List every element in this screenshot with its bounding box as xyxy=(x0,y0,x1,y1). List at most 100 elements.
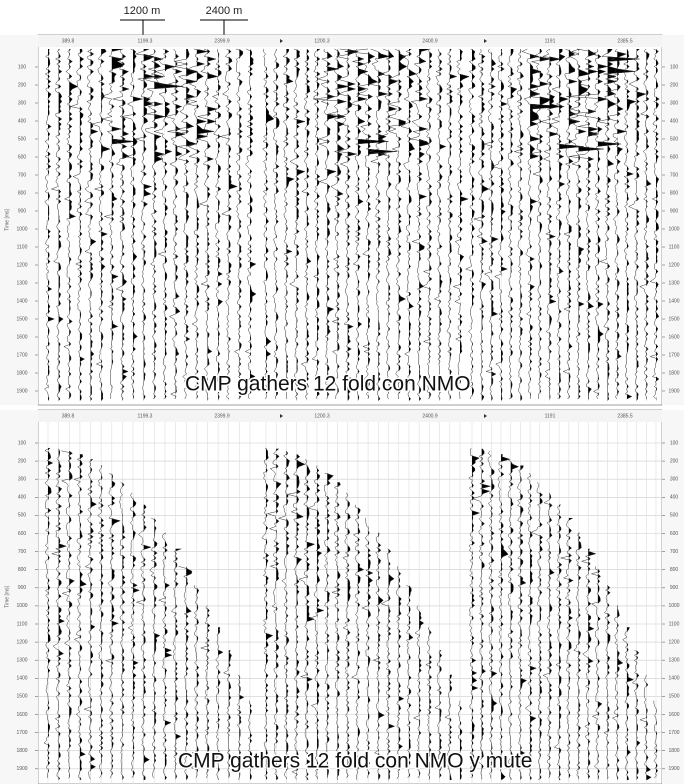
trace-fill xyxy=(559,504,562,780)
trace xyxy=(350,48,389,400)
trace-fill xyxy=(656,49,660,401)
header-label: 1200.3 xyxy=(314,413,330,419)
caption: CMP gathers 12 fold con NMO y mute xyxy=(178,750,532,773)
header-label: 389.8 xyxy=(62,38,75,44)
trace xyxy=(622,627,635,780)
trace xyxy=(606,48,628,400)
trace xyxy=(99,48,136,400)
trace xyxy=(433,48,447,400)
trace xyxy=(444,674,453,780)
time-label: 1800 xyxy=(668,370,679,376)
scale-label: 1200 m xyxy=(124,5,161,17)
trace-fill xyxy=(276,448,282,780)
time-label: 500 xyxy=(670,513,679,519)
trace-fill xyxy=(347,49,359,401)
trace-fill xyxy=(79,454,87,780)
trace-fill xyxy=(90,49,98,401)
trace xyxy=(247,700,253,779)
trace-fill xyxy=(286,450,290,780)
trace xyxy=(317,48,339,400)
trace xyxy=(513,48,525,400)
trace xyxy=(482,48,499,400)
scale-label: 2400 m xyxy=(206,5,243,17)
time-label: 1000 xyxy=(16,226,27,232)
time-label: 1200 xyxy=(668,639,679,645)
header-label: 1199.3 xyxy=(138,38,153,44)
trace xyxy=(63,48,79,400)
trace xyxy=(524,473,538,779)
trace xyxy=(603,585,611,778)
header-label: 1199.3 xyxy=(138,413,153,419)
time-label: 1600 xyxy=(668,712,679,718)
trace xyxy=(336,48,359,400)
trace xyxy=(50,448,68,779)
trace xyxy=(497,454,511,780)
trace xyxy=(153,48,176,400)
time-label: 1500 xyxy=(668,694,679,700)
time-label: 100 xyxy=(670,64,679,70)
trace xyxy=(567,48,604,400)
header-label: 2385.5 xyxy=(617,413,633,419)
trace-fill xyxy=(317,49,321,401)
trace-fill xyxy=(306,459,315,780)
trace xyxy=(149,517,161,779)
trace-fill xyxy=(154,49,184,401)
time-label: 800 xyxy=(18,190,27,196)
trace xyxy=(562,48,581,400)
trace xyxy=(553,504,563,780)
time-label: 1300 xyxy=(16,658,27,664)
trace xyxy=(396,566,405,779)
time-label: 1900 xyxy=(668,388,679,394)
trace xyxy=(289,48,306,400)
time-label: 600 xyxy=(670,154,679,160)
trace-fill xyxy=(101,465,105,780)
trace xyxy=(530,482,544,780)
time-label: 1200 xyxy=(16,639,27,645)
time-label: 1300 xyxy=(16,280,27,286)
time-label: 1100 xyxy=(669,244,680,250)
time-label: 1400 xyxy=(668,298,679,304)
trace-fill xyxy=(286,49,295,401)
trace xyxy=(550,48,584,400)
trace xyxy=(590,566,603,779)
time-label: 300 xyxy=(18,100,27,106)
trace xyxy=(560,517,574,779)
trace xyxy=(236,674,245,780)
header-label: 2385.5 xyxy=(617,38,633,44)
trace-fill xyxy=(296,454,305,780)
trace xyxy=(272,48,280,400)
trace xyxy=(361,517,374,779)
trace xyxy=(313,48,350,399)
time-label: 800 xyxy=(670,190,679,196)
trace xyxy=(473,48,490,400)
time-label: 1700 xyxy=(668,730,679,736)
trace xyxy=(262,48,275,400)
trace-fill xyxy=(143,49,155,401)
time-label: 900 xyxy=(18,208,27,214)
header-label: 1200.3 xyxy=(314,38,330,44)
trace xyxy=(105,472,121,779)
time-label: 700 xyxy=(670,172,679,178)
trace-fill xyxy=(439,49,446,401)
axis-band xyxy=(662,35,684,405)
trace xyxy=(233,48,244,400)
trace xyxy=(452,48,470,400)
trace xyxy=(220,48,238,400)
trace-fill xyxy=(266,49,274,401)
trace-fill xyxy=(549,49,561,401)
trace xyxy=(84,48,99,400)
time-label: 500 xyxy=(670,136,679,142)
panel-header xyxy=(38,410,662,422)
trace xyxy=(222,650,232,778)
header-label: 2400.9 xyxy=(422,413,438,419)
trace xyxy=(244,48,257,400)
time-label: 1700 xyxy=(16,730,27,736)
header-marker xyxy=(484,39,487,43)
trace xyxy=(568,48,599,400)
time-label: 1000 xyxy=(668,226,679,232)
panel: 389.8 1199.3 2399.9 1200.3 2400.9 1191 2385.5 T… xyxy=(0,34,684,406)
header-label: 2399.9 xyxy=(214,38,230,44)
trace xyxy=(639,48,652,400)
trace xyxy=(457,700,463,779)
trace xyxy=(596,48,640,400)
